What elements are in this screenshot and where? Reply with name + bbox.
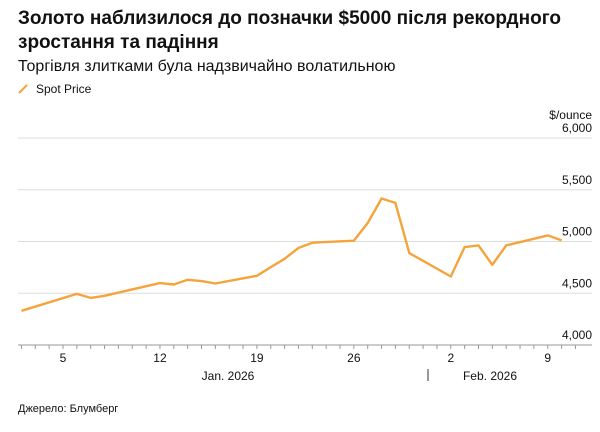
y-tick-label: 4,000 (562, 328, 592, 342)
x-tick-label: 5 (60, 351, 67, 365)
series-line-spot-price (21, 197, 563, 312)
month-label: Feb. 2026 (463, 369, 517, 383)
data-points (21, 198, 562, 311)
y-tick-label: 5,000 (562, 225, 592, 239)
legend-line-icon (18, 84, 28, 94)
legend-label: Spot Price (36, 82, 92, 96)
x-tick-label: 26 (347, 351, 361, 365)
x-tick-label: 9 (544, 351, 551, 365)
y-axis-unit: $/ounce (549, 108, 592, 122)
y-tick-label: 4,500 (562, 276, 592, 290)
x-tick-label: 19 (250, 351, 264, 365)
y-tick-label: 6,000 (562, 121, 592, 135)
y-tick-label: 5,500 (562, 173, 592, 187)
month-label: Jan. 2026 (202, 369, 255, 383)
source-note: Джерело: Блумберг (18, 403, 119, 415)
x-tick-label: 12 (153, 351, 167, 365)
chart-title: Золото наблизилося до позначки $5000 піс… (18, 8, 561, 53)
chart-subtitle: Торгівля злитками була надзвичайно волат… (18, 58, 396, 75)
legend: Spot Price (18, 82, 91, 96)
x-tick-label: 2 (447, 351, 454, 365)
